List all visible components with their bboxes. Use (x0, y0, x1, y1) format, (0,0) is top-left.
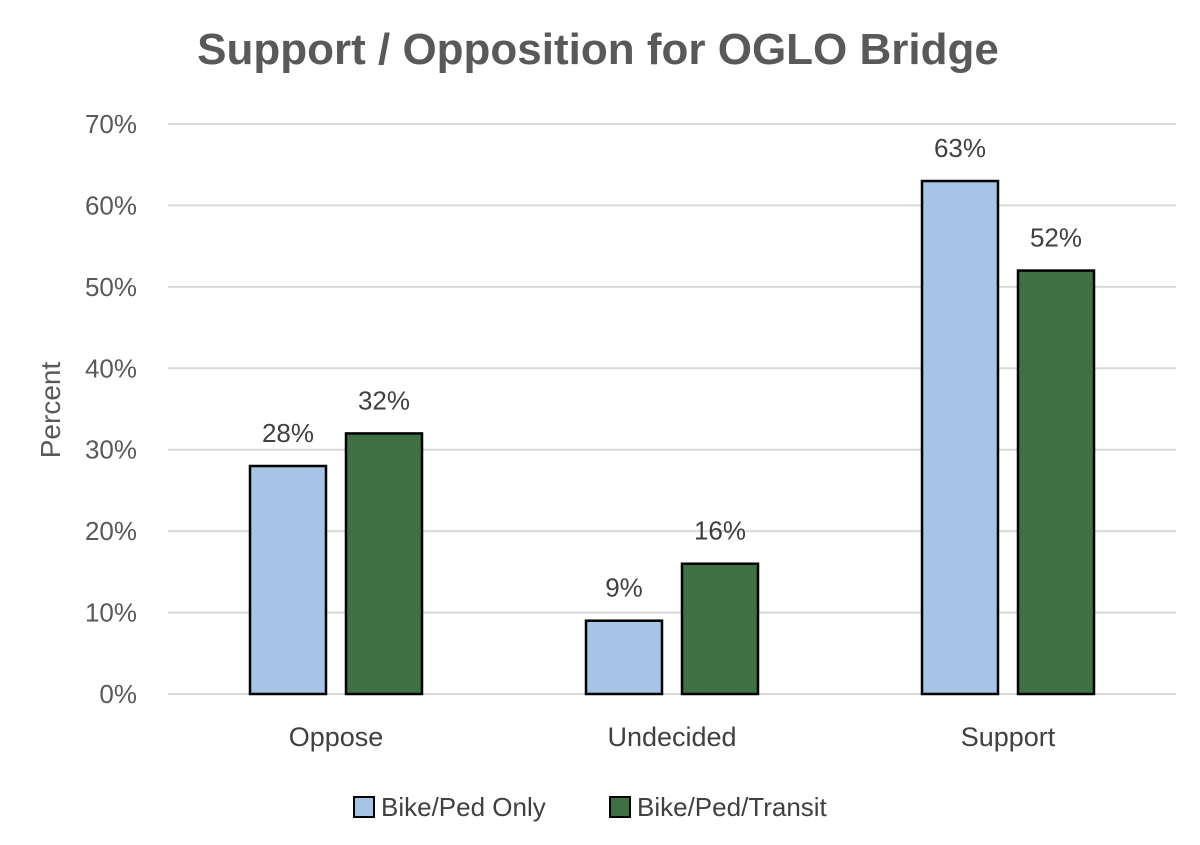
data-label: 63% (934, 133, 986, 163)
bar-undecided-series-2 (680, 562, 760, 696)
y-tick-label: 20% (85, 516, 137, 546)
legend-label: Bike/Ped Only (381, 792, 546, 822)
data-label: 28% (262, 418, 314, 448)
bar-support-series-2 (1016, 269, 1096, 696)
y-tick-label: 70% (85, 109, 137, 139)
data-label: 16% (694, 516, 746, 546)
legend-label: Bike/Ped/Transit (637, 792, 828, 822)
y-tick-label: 50% (85, 272, 137, 302)
y-tick-label: 40% (85, 353, 137, 383)
data-labels: 28% 32% 9% 16% 63% 52% (262, 133, 1082, 603)
x-axis-categories: Oppose Undecided Support (289, 722, 1056, 752)
data-label: 52% (1030, 223, 1082, 253)
data-label: 9% (605, 573, 643, 603)
chart-title: Support / Opposition for OGLO Bridge (197, 25, 999, 74)
bar-oppose-series-1 (248, 464, 328, 696)
y-tick-label: 60% (85, 190, 137, 220)
x-category-label: Oppose (289, 722, 384, 752)
bar-undecided-series-1 (584, 619, 664, 696)
data-label: 32% (358, 385, 410, 415)
legend-swatch (353, 796, 375, 818)
y-axis-ticks: 0% 10% 20% 30% 40% 50% 60% 70% (85, 109, 137, 709)
bar-support-series-1 (920, 179, 1000, 696)
legend-swatch (609, 796, 631, 818)
y-tick-label: 30% (85, 435, 137, 465)
bars (248, 179, 1096, 696)
y-tick-label: 0% (99, 679, 137, 709)
y-axis-label: Percent (35, 362, 66, 459)
legend: Bike/Ped Only Bike/Ped/Transit (353, 792, 828, 822)
x-category-label: Undecided (607, 722, 736, 752)
gridlines (168, 123, 1176, 695)
y-tick-label: 10% (85, 598, 137, 628)
x-category-label: Support (961, 722, 1056, 752)
bar-oppose-series-2 (344, 432, 424, 696)
